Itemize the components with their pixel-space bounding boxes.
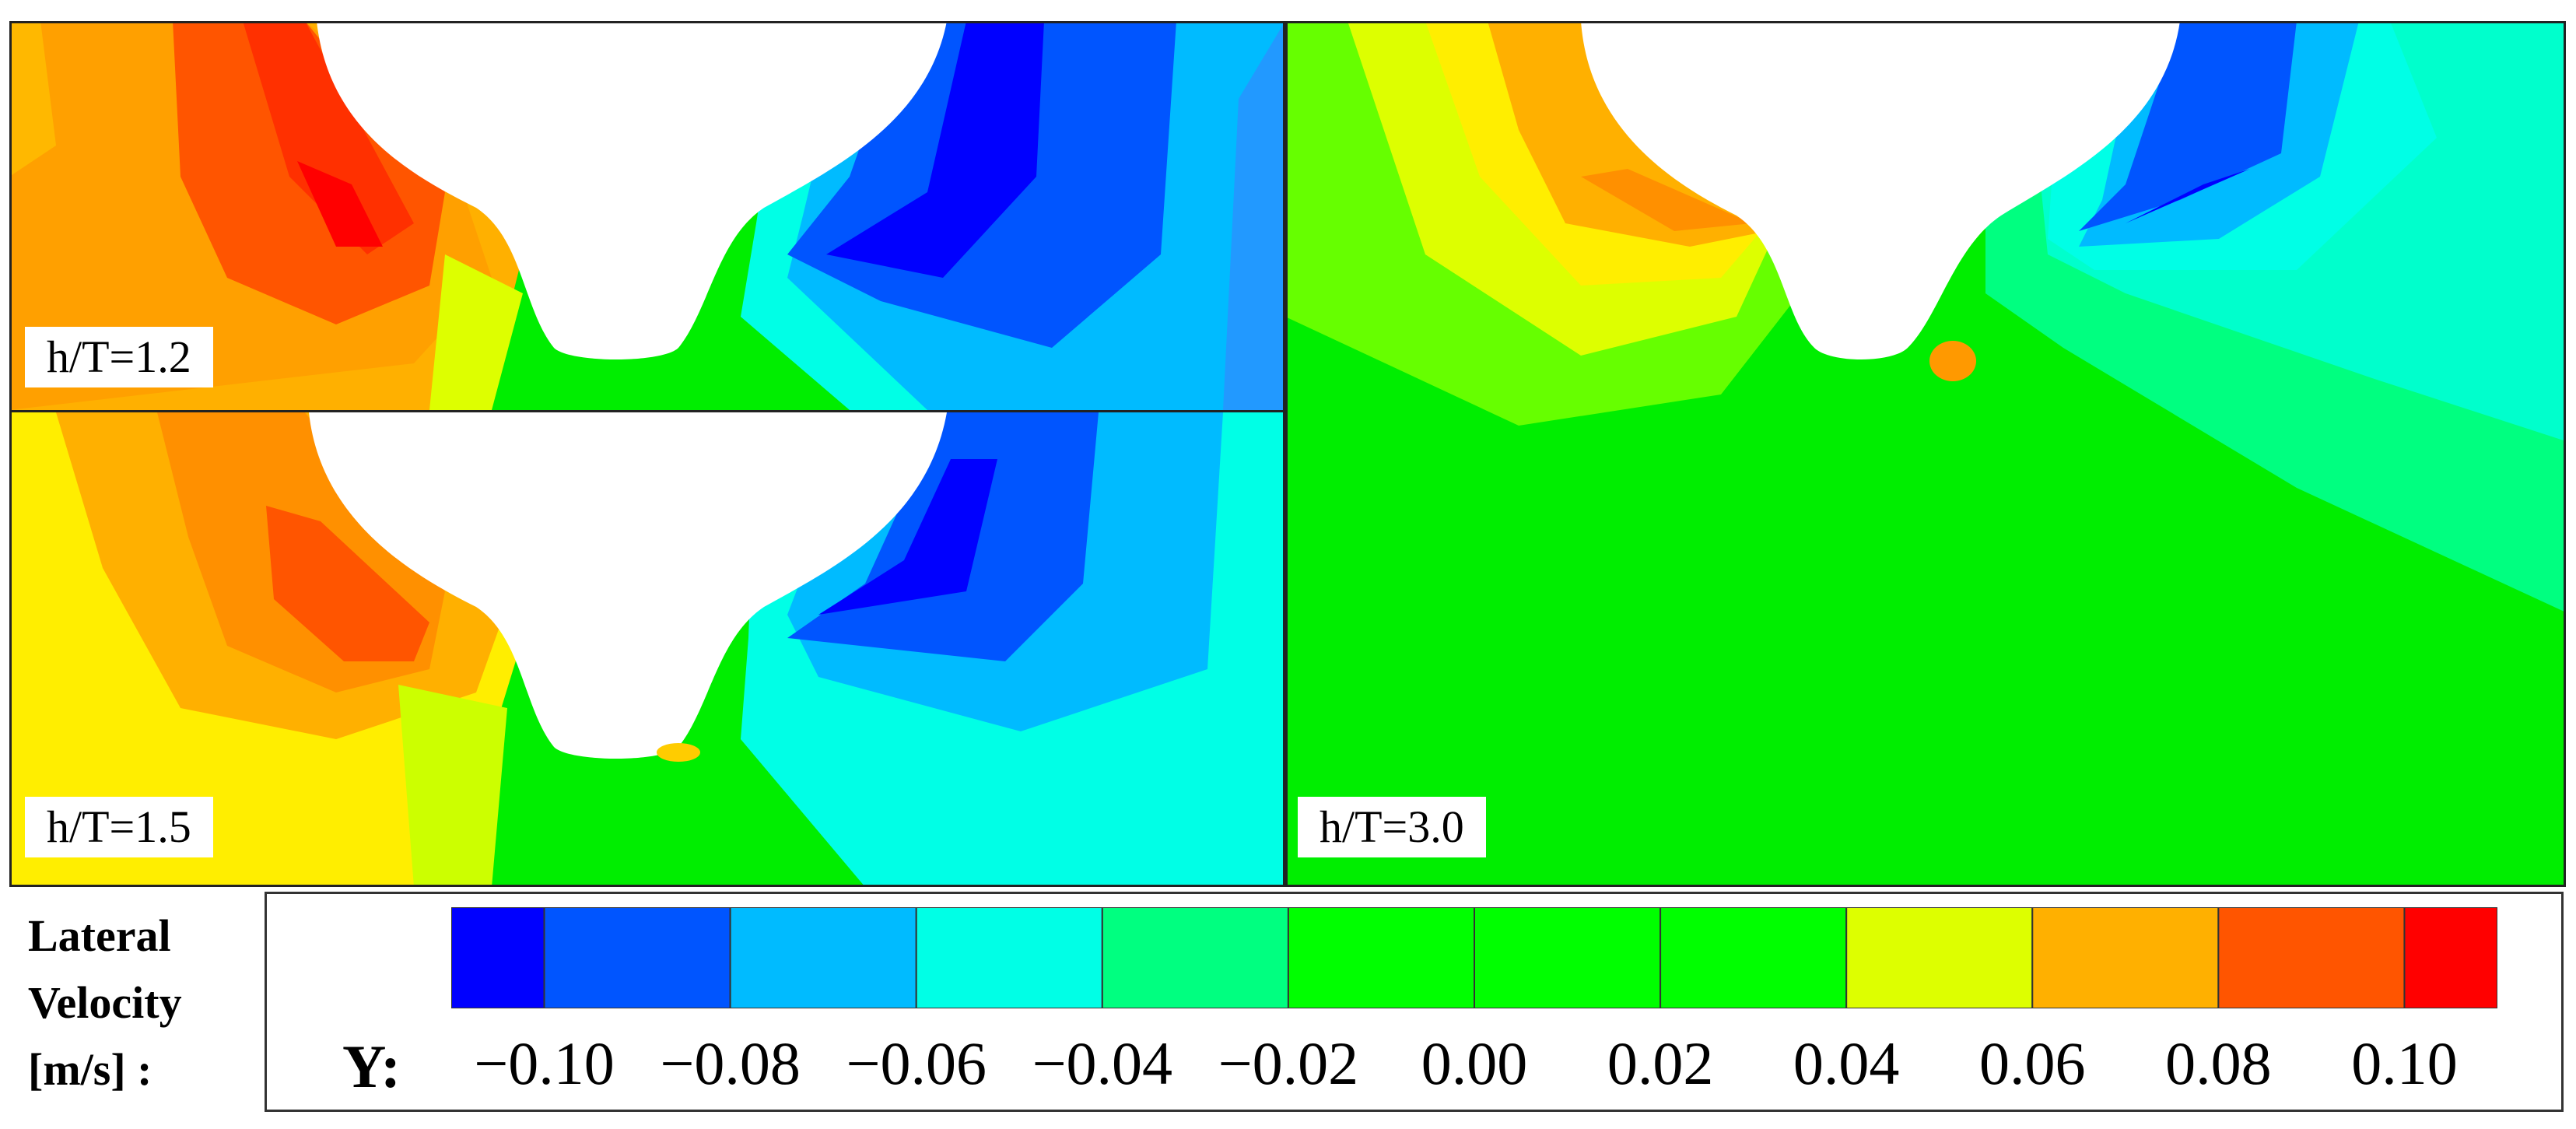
colorbar-swatch bbox=[1660, 907, 1848, 1008]
contour-band bbox=[297, 161, 383, 247]
hull-section bbox=[1581, 21, 2180, 359]
colorbar-swatch bbox=[2217, 907, 2406, 1008]
colorbar-variable: Y: bbox=[342, 1033, 401, 1100]
legend-title-line: Lateral bbox=[28, 910, 171, 961]
colorbar-tick-label: 0.00 bbox=[1421, 1029, 1528, 1097]
contour-band bbox=[2079, 21, 2297, 231]
contour-panel-2 bbox=[9, 412, 1285, 887]
colorbar-tick-label: 0.02 bbox=[1607, 1029, 1714, 1097]
contour-band bbox=[826, 21, 1044, 278]
colorbar-swatch bbox=[2031, 907, 2220, 1008]
contour-band bbox=[429, 254, 523, 410]
contour-panel-1 bbox=[9, 21, 1285, 410]
colorbar-swatch bbox=[1287, 907, 1475, 1008]
colorbar-tick-label: 0.06 bbox=[1979, 1029, 2086, 1097]
hull-section bbox=[309, 412, 947, 759]
panel-label-3: h/T=3.0 bbox=[1298, 797, 1486, 857]
contour-band bbox=[398, 685, 507, 887]
colorbar-tick-label: 0.04 bbox=[1793, 1029, 1900, 1097]
colorbar-swatch bbox=[915, 907, 1103, 1008]
contour-plot-1 bbox=[9, 21, 1285, 410]
colorbar-tick-label: −0.02 bbox=[1218, 1029, 1359, 1097]
contour-plot-2 bbox=[9, 412, 1285, 887]
panel-label-2: h/T=1.5 bbox=[25, 797, 213, 857]
contour-panel-3 bbox=[1285, 21, 2566, 887]
colorbar-tick-label: −0.10 bbox=[474, 1029, 615, 1097]
contour-band bbox=[2126, 169, 2250, 223]
colorbar-swatch bbox=[1101, 907, 1289, 1008]
contour-band bbox=[266, 506, 429, 661]
colorbar-swatch bbox=[729, 907, 917, 1008]
colorbar-tick-label: −0.08 bbox=[660, 1029, 801, 1097]
contour-band bbox=[9, 21, 56, 177]
colorbar-swatches bbox=[451, 907, 2497, 1008]
legend-title-line: Velocity bbox=[28, 977, 182, 1028]
colorbar-swatch bbox=[451, 907, 545, 1008]
hull-section bbox=[317, 21, 947, 359]
colorbar-swatch bbox=[2403, 907, 2497, 1008]
contour-band bbox=[818, 459, 997, 615]
colorbar-tick-label: 0.10 bbox=[2351, 1029, 2458, 1097]
panel-label-1: h/T=1.2 bbox=[25, 327, 213, 387]
contour-band bbox=[243, 21, 414, 254]
contour-band bbox=[1581, 169, 1752, 231]
colorbar-swatch bbox=[543, 907, 731, 1008]
colorbar-swatch bbox=[1845, 907, 2034, 1008]
colorbar-swatch bbox=[1474, 907, 1662, 1008]
contour-band bbox=[1223, 21, 1285, 410]
colorbar-tick-label: −0.06 bbox=[846, 1029, 987, 1097]
colorbar-tick-label: −0.04 bbox=[1032, 1029, 1173, 1097]
contour-plot-3 bbox=[1285, 21, 2566, 887]
legend-title-line: [m/s] : bbox=[28, 1044, 152, 1095]
colorbar bbox=[451, 907, 2497, 1008]
legend-title: Lateral Velocity [m/s] : bbox=[28, 903, 182, 1103]
colorbar-tick-label: 0.08 bbox=[2165, 1029, 2272, 1097]
